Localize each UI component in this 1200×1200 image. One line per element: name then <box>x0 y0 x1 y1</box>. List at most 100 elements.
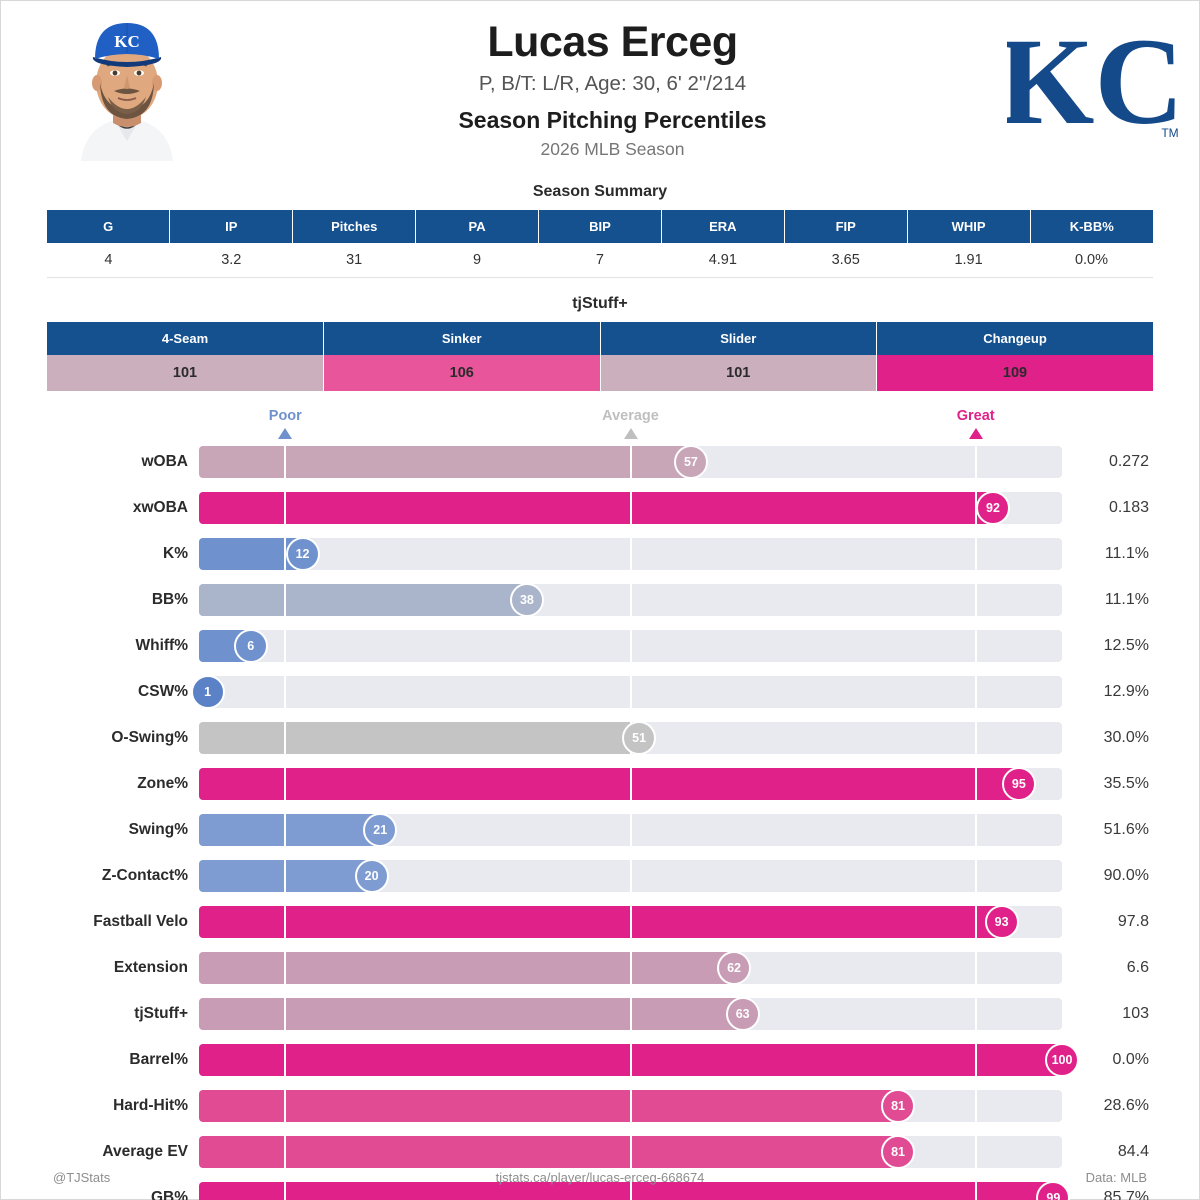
title-block: Lucas Erceg P, B/T: L/R, Age: 30, 6' 2"/… <box>241 19 984 160</box>
percentile-row-z-contact: Z-Contact% 20 90.0% <box>47 853 1153 899</box>
gridline-50 <box>629 952 632 984</box>
summary-col-pitches: Pitches <box>292 210 417 243</box>
percentile-row-fastball-velo: Fastball Velo 93 97.8 <box>47 899 1153 945</box>
season-summary-table: G IP Pitches PA BIP ERA FIP WHIP K-BB% 4 3.2 31 9 7 4… <box>47 210 1153 278</box>
gridline-90 <box>974 1090 977 1122</box>
summary-col-ip: IP <box>169 210 294 243</box>
percentile-track-xwoba: 92 <box>199 491 1062 525</box>
gridline-50 <box>629 998 632 1030</box>
summary-col-whip: WHIP <box>907 210 1031 243</box>
season-summary-section: Season Summary G IP Pitches PA BIP ERA FIP WHIP… <box>1 183 1199 278</box>
percentile-bubble-tjstuff: 63 <box>725 997 760 1031</box>
gridline-50 <box>629 1044 632 1076</box>
gridline-10 <box>284 584 287 616</box>
tjstuff-col-slider: Slider <box>600 322 877 355</box>
percentile-bubble-average-ev: 81 <box>881 1135 916 1169</box>
percentile-row-extension: Extension 62 6.6 <box>47 945 1153 991</box>
gridline-10 <box>284 860 287 892</box>
percentile-track-zone: 95 <box>199 767 1062 801</box>
percentile-bubble-xwoba: 92 <box>975 491 1010 525</box>
percentile-bubble-zone: 95 <box>1001 767 1036 801</box>
metric-value-csw: 12.9% <box>1103 683 1149 700</box>
percentile-track-swing: 21 <box>199 813 1062 847</box>
metric-value-fastball-velo: 97.8 <box>1117 913 1149 930</box>
summary-value-fip: 3.65 <box>784 243 908 278</box>
summary-col-g: G <box>47 210 171 243</box>
percentile-fill-swing <box>199 814 381 846</box>
percentile-track-fastball-velo: 93 <box>199 905 1062 939</box>
percentile-row-xwoba: xwOBA 92 0.183 <box>47 485 1153 531</box>
percentile-row-bb: BB% 38 11.1% <box>47 577 1153 623</box>
percentile-row-whiff: Whiff% 6 12.5% <box>47 623 1153 669</box>
footer-source: Data: MLB <box>1085 1170 1147 1185</box>
gridline-90 <box>974 814 977 846</box>
percentile-row-woba: wOBA 57 0.272 <box>47 439 1153 485</box>
player-bio: P, B/T: L/R, Age: 30, 6' 2"/214 <box>478 72 747 96</box>
scale-label-great: Great <box>956 408 995 424</box>
gridline-90 <box>974 676 977 708</box>
percentile-row-swing: Swing% 21 51.6% <box>47 807 1153 853</box>
summary-col-era: ERA <box>661 210 785 243</box>
tjstuff-value-changeup: 109 <box>876 355 1153 391</box>
gridline-50 <box>629 538 632 570</box>
percentile-track-average-ev: 81 <box>199 1135 1062 1169</box>
percentile-fill-gb <box>199 1182 1054 1200</box>
gridline-50 <box>629 768 632 800</box>
gridline-90 <box>974 952 977 984</box>
percentile-row-barrel: Barrel% 100 0.0% <box>47 1037 1153 1083</box>
footer-handle: @TJStats <box>53 1170 111 1185</box>
metric-label-woba: wOBA <box>141 453 189 470</box>
gridline-90 <box>974 1136 977 1168</box>
summary-value-pitches: 31 <box>292 243 416 278</box>
gridline-90 <box>974 630 977 662</box>
percentile-chart: Poor Average Great wOBA 57 0.272 xwOBA 92 0.183… <box>1 409 1199 1200</box>
metric-value-z-contact: 90.0% <box>1103 867 1149 884</box>
percentile-row-zone: Zone% 95 35.5% <box>47 761 1153 807</box>
page-footer: @TJStats tjstats.ca/player/lucas-erceg-6… <box>1 1170 1199 1185</box>
gridline-50 <box>629 676 632 708</box>
metric-value-whiff: 12.5% <box>1103 637 1149 654</box>
metric-value-xwoba: 0.183 <box>1108 499 1149 516</box>
gridline-90 <box>974 492 977 524</box>
summary-col-bip: BIP <box>538 210 662 243</box>
metric-value-zone: 35.5% <box>1103 775 1149 792</box>
percentile-track-barrel: 100 <box>199 1043 1079 1077</box>
metric-value-gb: 85.7% <box>1103 1189 1149 1200</box>
gridline-90 <box>974 538 977 570</box>
gridline-10 <box>284 1182 287 1200</box>
tjstuff-value-row: 101 106 101 109 <box>47 355 1153 391</box>
metric-value-swing: 51.6% <box>1103 821 1149 838</box>
percentile-bubble-barrel: 100 <box>1045 1043 1079 1077</box>
tjstuff-value-sinker: 106 <box>323 355 601 391</box>
gridline-50 <box>629 492 632 524</box>
tjstuff-header-row: 4-Seam Sinker Slider Changeup <box>47 322 1153 355</box>
metric-label-o-swing: O-Swing% <box>111 729 188 746</box>
gridline-10 <box>284 492 287 524</box>
metric-label-xwoba: xwOBA <box>132 499 188 516</box>
metric-label-zone: Zone% <box>137 775 188 792</box>
gridline-50 <box>629 1182 632 1200</box>
summary-value-k-bb-: 0.0% <box>1030 243 1153 278</box>
scale-label-average: Average <box>602 408 659 424</box>
gridline-50 <box>629 584 632 616</box>
gridline-50 <box>629 814 632 846</box>
scale-triangle-poor-icon <box>278 427 293 439</box>
gridline-90 <box>974 998 977 1030</box>
gridline-90 <box>974 860 977 892</box>
percentile-track-tjstuff: 63 <box>199 997 1062 1031</box>
metric-value-bb: 11.1% <box>1104 591 1149 608</box>
metric-value-o-swing: 30.0% <box>1103 729 1149 746</box>
metric-label-average-ev: Average EV <box>102 1143 188 1160</box>
gridline-10 <box>284 446 287 478</box>
metric-label-csw: CSW% <box>138 683 188 700</box>
percentile-bubble-csw: 1 <box>190 675 225 709</box>
gridline-10 <box>284 538 287 570</box>
footer-url: tjstats.ca/player/lucas-erceg-668674 <box>495 1170 705 1185</box>
metric-label-tjstuff: tjStuff+ <box>134 1005 188 1022</box>
percentile-fill-extension <box>199 952 735 984</box>
tjstuff-col-sinker: Sinker <box>323 322 601 355</box>
percentile-bubble-hard-hit: 81 <box>881 1089 916 1123</box>
tjstuff-value-slider: 101 <box>600 355 877 391</box>
kc-royals-logo-icon: KC TM <box>1007 13 1183 150</box>
percentile-bubble-whiff: 6 <box>233 629 268 663</box>
